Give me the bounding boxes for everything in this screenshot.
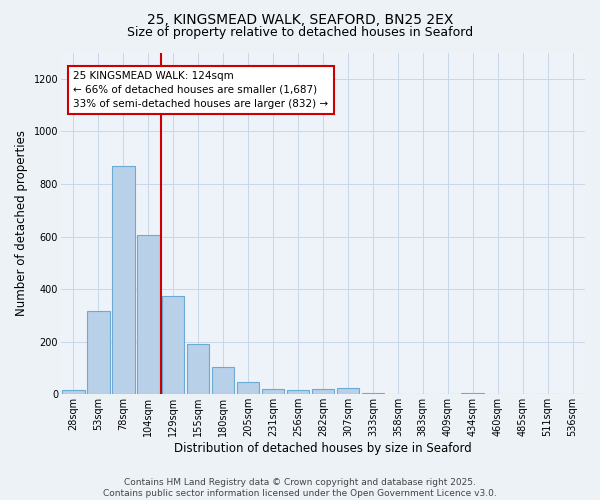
Bar [112,166,134,394]
Bar [362,393,384,394]
Y-axis label: Number of detached properties: Number of detached properties [15,130,28,316]
Text: Contains HM Land Registry data © Crown copyright and database right 2025.
Contai: Contains HM Land Registry data © Crown c… [103,478,497,498]
Bar [137,235,160,394]
Bar [237,382,259,394]
Text: Size of property relative to detached houses in Seaford: Size of property relative to detached ho… [127,26,473,39]
Bar [162,296,184,394]
Bar [461,393,484,394]
Text: 25 KINGSMEAD WALK: 124sqm
← 66% of detached houses are smaller (1,687)
33% of se: 25 KINGSMEAD WALK: 124sqm ← 66% of detac… [73,71,329,109]
Bar [87,312,110,394]
Bar [337,388,359,394]
Bar [287,390,309,394]
Bar [212,366,235,394]
Bar [62,390,85,394]
Bar [312,389,334,394]
Bar [262,389,284,394]
Text: 25, KINGSMEAD WALK, SEAFORD, BN25 2EX: 25, KINGSMEAD WALK, SEAFORD, BN25 2EX [147,12,453,26]
X-axis label: Distribution of detached houses by size in Seaford: Distribution of detached houses by size … [174,442,472,455]
Bar [187,344,209,395]
